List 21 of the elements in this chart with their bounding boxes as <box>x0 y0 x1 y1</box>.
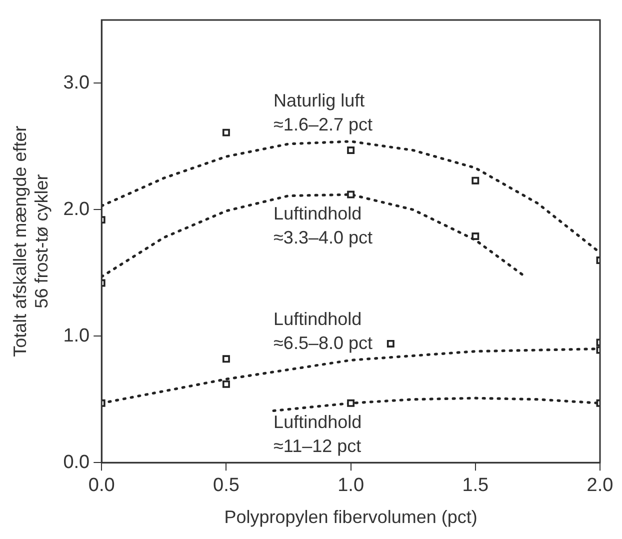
x-tick-label: 0.5 <box>213 475 240 496</box>
y-tick-label: 3.0 <box>63 72 90 94</box>
series-label: Naturlig luft ≈1.6–2.7 pct <box>274 90 373 134</box>
series-label: Luftindhold ≈3.3–4.0 pct <box>274 203 373 248</box>
y-tick-label: 2.0 <box>63 198 90 220</box>
point <box>472 232 480 240</box>
y-tick-label: 0.0 <box>63 452 90 473</box>
y-axis-title: Totalt afskallet mængde efter 56 frost-tø cykler <box>10 126 52 357</box>
series-label: Luftindhold ≈6.5–8.0 pct <box>274 309 373 354</box>
point <box>472 176 480 184</box>
x-tick-label: 1.0 <box>338 475 364 496</box>
point <box>347 190 355 198</box>
x-tick-label: 0.0 <box>88 475 115 496</box>
y-tick-label: 1.0 <box>63 325 90 346</box>
series-label: Luftindhold ≈11–12 pct <box>274 412 362 456</box>
point <box>347 146 355 154</box>
x-axis-title: Polypropylen fibervolumen (pct) <box>224 507 478 528</box>
x-tick-label: 2.0 <box>586 475 614 496</box>
line-series <box>102 140 600 254</box>
x-tick-label: 1.5 <box>462 475 489 496</box>
point <box>222 128 230 136</box>
